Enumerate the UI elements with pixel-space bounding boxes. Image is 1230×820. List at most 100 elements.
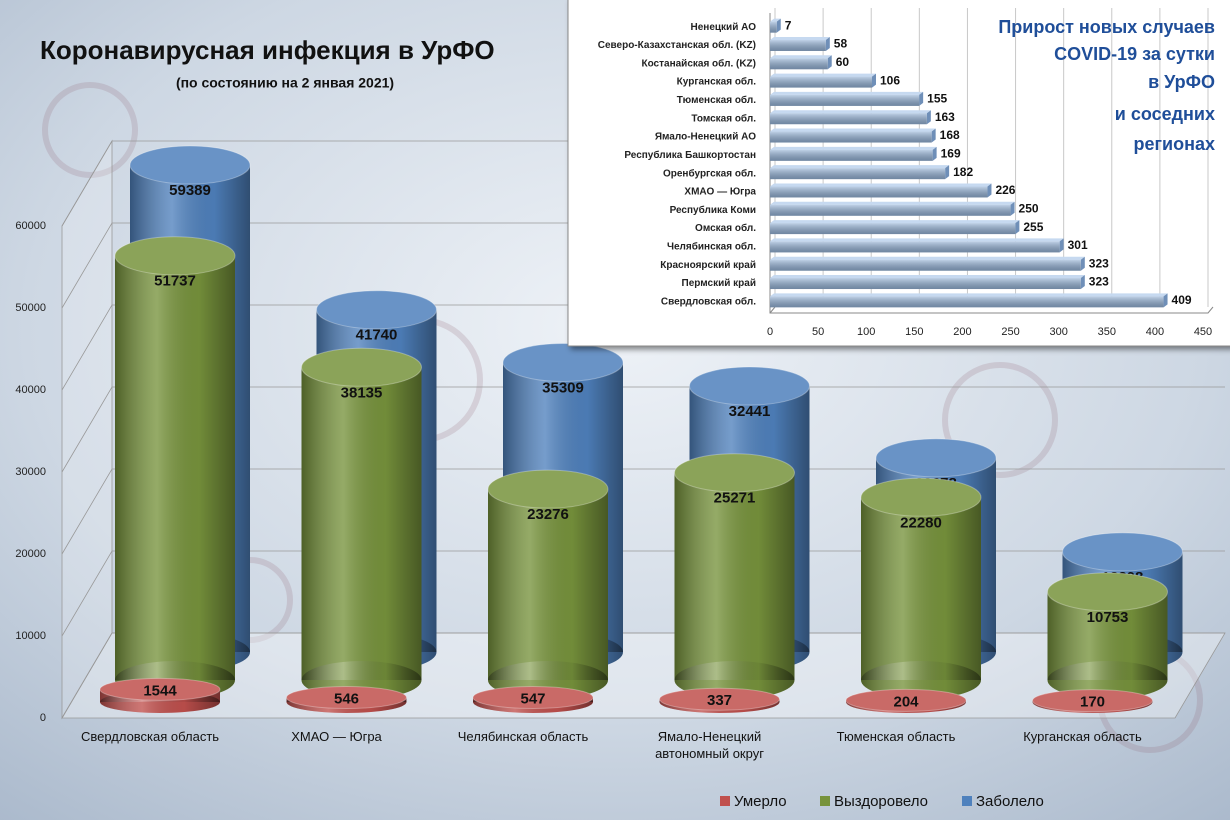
bar-top [770, 201, 1015, 205]
bar-shade [770, 259, 1081, 271]
data-label: 337 [707, 692, 732, 709]
bar-shade [770, 58, 828, 70]
data-label: 60 [836, 55, 850, 69]
cylinder: 10753 [1047, 572, 1168, 699]
cylinder-top-light [488, 470, 608, 509]
bar-shade [770, 39, 826, 51]
grid-line [61, 386, 1225, 473]
cylinder: 547 [472, 686, 594, 713]
x-tick-label: ХМАО — Югра [291, 729, 382, 744]
cylinder: 337 [659, 687, 780, 713]
data-label: 163 [935, 110, 955, 124]
cylinder-top [1062, 532, 1183, 572]
x-tick-label: Ямало-Ненецкий автономный округ [655, 729, 764, 761]
y-tick-label: Ямало-Ненецкий АО [655, 132, 756, 143]
cylinder-top [674, 453, 795, 493]
y-tick-label: Пермский край [682, 278, 756, 289]
cylinder-top-light [115, 236, 235, 275]
cylinder: 38135 [301, 347, 422, 699]
x-tick-label: 150 [905, 326, 923, 338]
cylinder-top-light [659, 688, 780, 711]
bar-top [770, 275, 1085, 279]
inset-title: и соседних [1115, 104, 1215, 124]
cylinder: 546 [286, 686, 407, 713]
y-tick-label: Оренбургская обл. [663, 167, 756, 179]
cylinder-top [316, 290, 437, 330]
data-label: 301 [1068, 238, 1088, 252]
y-tick-label: 20000 [15, 548, 46, 560]
cylinder-bottom-shade [861, 661, 981, 699]
data-label: 170 [1080, 694, 1105, 711]
bar-shade [770, 204, 1011, 216]
bar-top [770, 146, 937, 150]
inset-title: в УрФО [1148, 72, 1215, 92]
cylinder: 204 [845, 688, 967, 713]
cylinder-top-light [286, 686, 407, 709]
bar-top [770, 293, 1168, 297]
cylinder-top-light [1062, 532, 1183, 571]
bar-shade [770, 186, 988, 198]
cylinder-shade [301, 367, 422, 680]
x-tick-label: 250 [1001, 326, 1019, 338]
y-tick-label: 60000 [15, 220, 46, 232]
cylinder-top [659, 687, 780, 711]
bar-shade [770, 241, 1060, 253]
data-label: 323 [1089, 256, 1109, 270]
cylinder-top [286, 686, 407, 710]
data-label: 409 [1172, 293, 1192, 307]
x-tick-label: 50 [812, 326, 824, 338]
data-label: 35309 [542, 379, 584, 396]
y-tick-label: Ненецкий АО [691, 22, 757, 33]
bar-top [770, 220, 1020, 224]
legend-swatch [820, 796, 830, 806]
cylinder: 1544 [99, 677, 221, 713]
bar-top [770, 128, 936, 132]
cylinder-top-light [689, 366, 810, 405]
data-label: 25271 [714, 490, 756, 507]
cylinder-top [860, 477, 982, 517]
bar-side [945, 165, 950, 180]
grid-line [61, 468, 1225, 555]
x-tick-label: 450 [1194, 326, 1212, 338]
cylinder-shade [488, 489, 608, 680]
cylinder-top [99, 677, 221, 701]
bar-shade [770, 168, 946, 180]
x-tick-label: Свердловская область [80, 729, 220, 744]
cylinder-bottom-shade [1047, 661, 1168, 699]
cylinder-top [487, 469, 609, 509]
x-tick-label: Тюменская область [836, 729, 956, 744]
bar-shade [770, 223, 1016, 235]
data-label: 323 [1089, 275, 1109, 289]
cylinder: 23276 [487, 469, 609, 699]
y-tick-label: Костанайская обл. (KZ) [641, 57, 756, 69]
bar-shade [770, 149, 933, 161]
y-tick-label: Свердловская обл. [661, 295, 756, 307]
cylinder-top [845, 688, 967, 712]
inset-title: Прирост новых случаев [998, 17, 1215, 37]
y-tick-label: 50000 [15, 302, 46, 314]
cylinder-top [502, 342, 624, 382]
data-label: 58 [834, 37, 848, 51]
grid-line [61, 632, 1225, 719]
legend-label: Заболело [976, 793, 1044, 810]
legend-label: Выздоровело [834, 793, 928, 810]
bar-top [770, 238, 1064, 242]
data-label: 59389 [169, 182, 211, 199]
legend-swatch [720, 796, 730, 806]
bar-top [770, 183, 992, 187]
y-tick-label: 10000 [15, 630, 46, 642]
cylinder-top-light [1032, 689, 1153, 712]
bar-shade [770, 113, 927, 125]
y-tick-label: Томская обл. [691, 112, 756, 124]
axis-line [769, 13, 1214, 314]
bar-side [1163, 293, 1168, 308]
cylinder-top-light [876, 438, 996, 477]
x-tick-label: 350 [1098, 326, 1116, 338]
cylinder: 170 [1032, 689, 1153, 713]
cylinder-shade [861, 497, 981, 680]
y-tick-label: Красноярский край [660, 260, 756, 271]
data-label: 10753 [1087, 609, 1129, 626]
cylinder-top [301, 347, 422, 387]
cylinder-top-light [301, 348, 422, 387]
bar-top [770, 36, 830, 40]
